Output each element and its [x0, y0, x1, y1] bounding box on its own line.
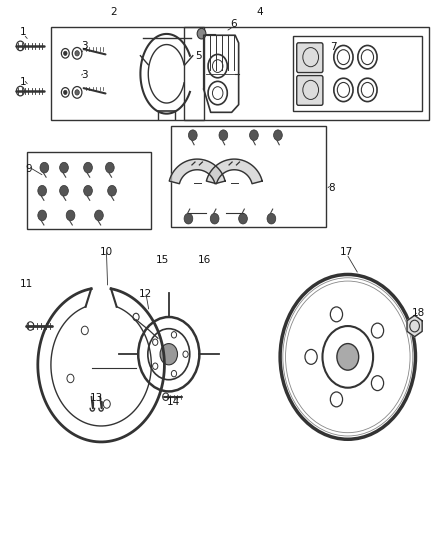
Text: 16: 16: [198, 255, 211, 265]
Bar: [293, 36, 422, 111]
Bar: [184, 27, 428, 120]
Circle shape: [108, 185, 117, 196]
Circle shape: [84, 163, 92, 173]
Circle shape: [250, 130, 258, 141]
Text: 12: 12: [139, 289, 152, 299]
Text: 15: 15: [155, 255, 169, 265]
Circle shape: [219, 130, 228, 141]
Text: 10: 10: [100, 247, 113, 256]
Circle shape: [160, 344, 177, 365]
Text: 3: 3: [81, 42, 88, 51]
Circle shape: [38, 210, 46, 221]
Text: 14: 14: [167, 397, 180, 407]
Circle shape: [274, 130, 283, 141]
Circle shape: [40, 163, 49, 173]
Circle shape: [106, 163, 114, 173]
Text: 6: 6: [230, 19, 237, 29]
Text: 7: 7: [330, 43, 337, 52]
Circle shape: [267, 213, 276, 224]
Polygon shape: [407, 316, 422, 337]
Polygon shape: [206, 159, 262, 184]
Circle shape: [66, 210, 75, 221]
Circle shape: [64, 51, 67, 55]
Circle shape: [75, 51, 79, 56]
Text: 5: 5: [195, 51, 201, 61]
Circle shape: [60, 185, 68, 196]
Bar: [51, 27, 204, 120]
FancyBboxPatch shape: [297, 43, 323, 72]
Text: 4: 4: [256, 7, 263, 17]
Text: 13: 13: [90, 393, 103, 403]
Circle shape: [84, 185, 92, 196]
Bar: [27, 152, 151, 229]
Circle shape: [75, 90, 79, 95]
Text: 9: 9: [25, 164, 32, 174]
Text: 2: 2: [110, 7, 117, 17]
Text: 3: 3: [81, 70, 88, 80]
Text: 11: 11: [19, 279, 33, 288]
Circle shape: [64, 90, 67, 94]
Circle shape: [184, 213, 193, 224]
Circle shape: [95, 210, 103, 221]
Text: 17: 17: [340, 247, 353, 256]
Text: 1: 1: [20, 27, 27, 37]
Text: 8: 8: [328, 183, 335, 193]
Circle shape: [239, 213, 247, 224]
Circle shape: [197, 28, 206, 39]
Bar: [171, 126, 326, 227]
Circle shape: [60, 163, 68, 173]
Circle shape: [188, 130, 197, 141]
Circle shape: [210, 213, 219, 224]
Polygon shape: [169, 159, 225, 184]
Circle shape: [337, 344, 359, 370]
Text: 18: 18: [412, 308, 425, 318]
Text: 1: 1: [20, 77, 27, 87]
FancyBboxPatch shape: [297, 76, 323, 106]
Circle shape: [38, 185, 46, 196]
